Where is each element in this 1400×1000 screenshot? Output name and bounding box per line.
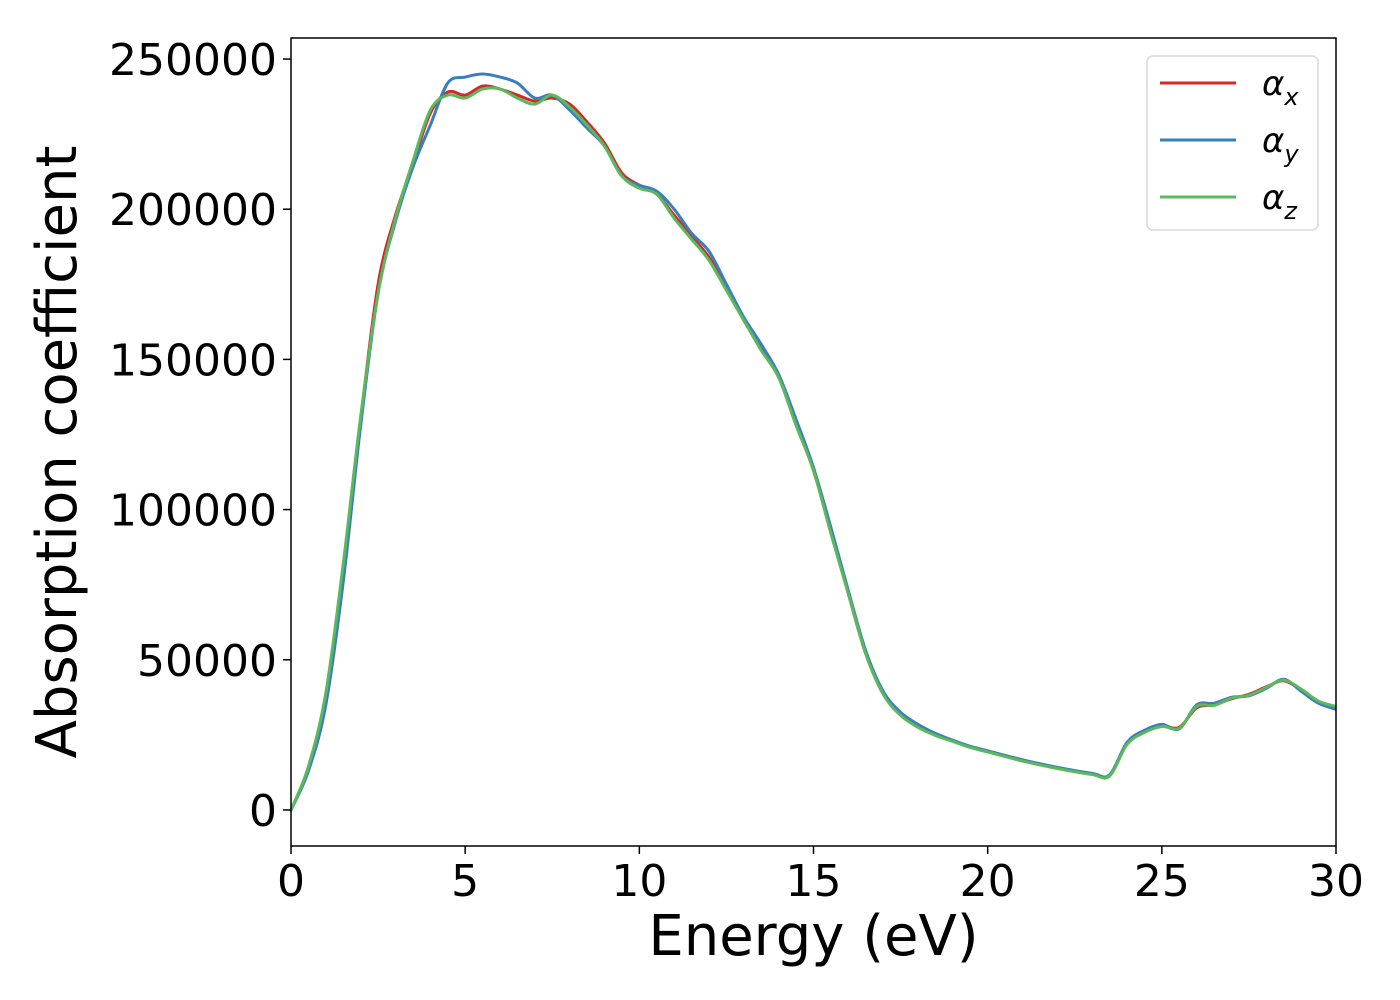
y-tick-label: 200000 [109,185,277,236]
x-axis: 0 5 10 15 20 25 30 [277,846,1364,907]
series-line-z [291,86,1336,812]
x-tick-label: 25 [1134,856,1190,907]
y-tick-label: 250000 [109,35,277,86]
x-tick-label: 30 [1308,856,1364,907]
y-tick-label: 150000 [109,335,277,386]
x-axis-title: Energy (eV) [648,904,978,969]
y-axis: 0 50000 100000 150000 200000 250000 [109,35,291,837]
y-tick-label: 50000 [137,636,277,687]
legend-label-z: αz [1262,178,1298,225]
series-layer [291,72,1336,812]
x-tick-label: 0 [277,856,305,907]
y-tick-label: 0 [249,786,277,837]
y-axis-title: Absorption coefficient [25,146,90,759]
legend-box [1146,55,1319,231]
x-tick-label: 10 [611,856,667,907]
x-tick-label: 15 [786,856,842,907]
legend-label-y: αy [1262,121,1299,168]
y-tick-label: 100000 [109,486,277,537]
x-tick-label: 5 [451,856,479,907]
legend-label-x: αx [1262,64,1299,111]
legend: αx αy αz [1146,55,1319,231]
series-line-y [291,72,1336,812]
x-tick-label: 20 [960,856,1016,907]
